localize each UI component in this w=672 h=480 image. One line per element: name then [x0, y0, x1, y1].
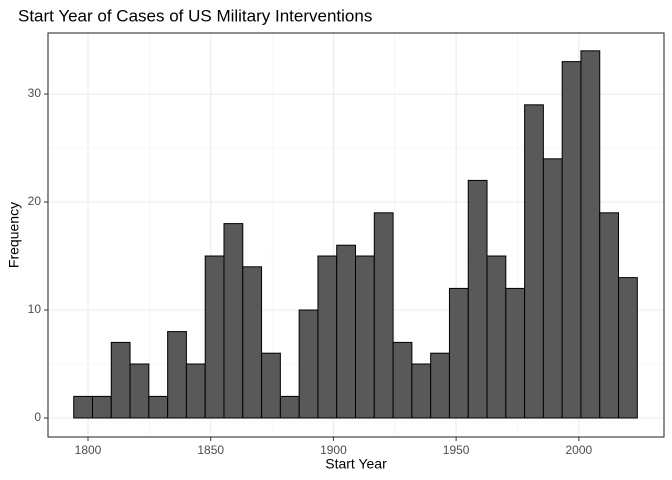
bar: [204, 255, 225, 419]
bar: [355, 255, 375, 419]
bar: [599, 212, 620, 419]
x-axis-title: Start Year: [325, 456, 387, 472]
bar: [261, 352, 281, 419]
bar: [279, 395, 300, 419]
bar: [91, 395, 112, 419]
bar: [486, 255, 507, 419]
bar: [467, 179, 488, 419]
bar: [411, 363, 432, 419]
bar: [524, 104, 544, 419]
bar: [618, 277, 638, 419]
bar: [317, 255, 338, 419]
bar: [505, 287, 526, 419]
bar: [430, 352, 450, 419]
x-tick-label: 1900: [320, 443, 347, 457]
bar: [336, 244, 357, 419]
bar: [373, 212, 394, 419]
bar: [298, 309, 319, 419]
bar: [561, 61, 582, 419]
bar: [129, 363, 150, 419]
bar: [73, 395, 93, 419]
bar: [542, 158, 563, 419]
y-tick-label: 20: [28, 194, 42, 208]
bar: [392, 341, 413, 419]
y-tick-label: 10: [28, 302, 42, 316]
bar: [148, 395, 169, 419]
x-tick-label: 1800: [75, 443, 102, 457]
bar: [167, 331, 187, 419]
y-tick-label: 30: [28, 86, 42, 100]
bar: [242, 266, 263, 419]
bar: [223, 223, 244, 419]
y-tick-label: 0: [34, 410, 41, 424]
bar: [448, 287, 469, 419]
y-axis-title: Frequency: [6, 202, 22, 268]
panel-border: [47, 32, 665, 438]
bar: [110, 341, 131, 419]
chart-title: Start Year of Cases of US Military Inter…: [18, 6, 372, 25]
x-tick-label: 1950: [443, 443, 470, 457]
x-tick-label: 2000: [565, 443, 592, 457]
bar: [580, 50, 601, 419]
bar: [185, 363, 206, 419]
x-tick-label: 1850: [197, 443, 224, 457]
